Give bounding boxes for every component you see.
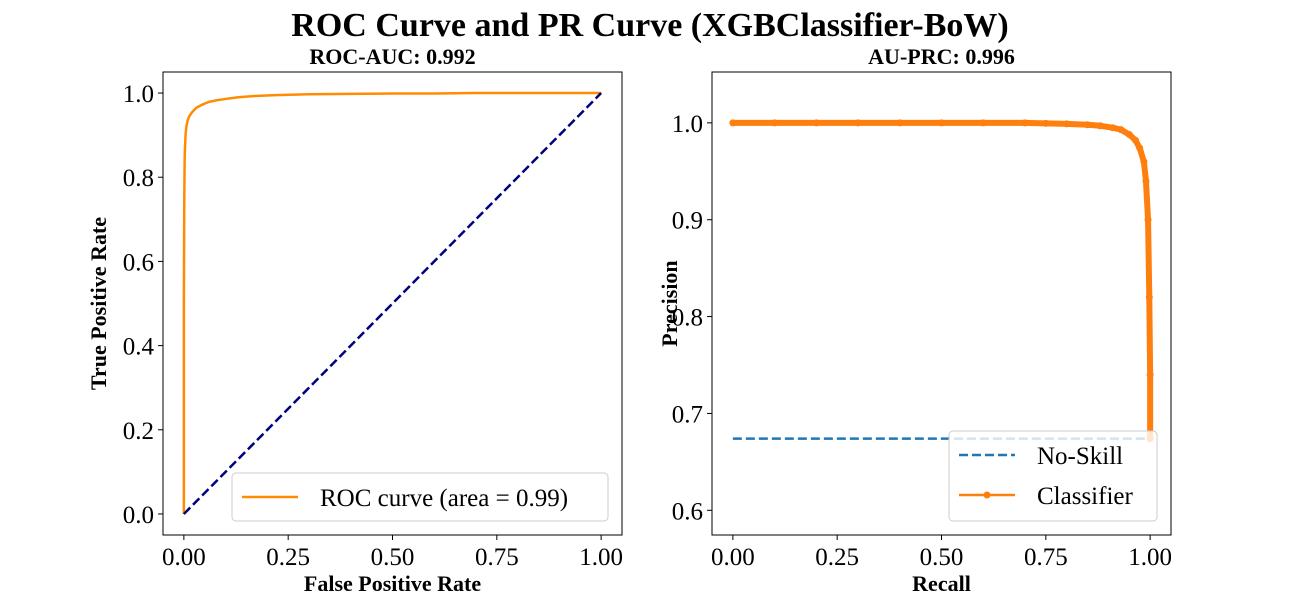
series-point <box>854 119 862 127</box>
legend-label: Classifier <box>1037 483 1133 510</box>
x-tick-label: 0.00 <box>162 544 206 571</box>
series-line-1 <box>182 92 603 515</box>
x-tick-label: 0.00 <box>711 544 755 571</box>
y-tick-label: 0.8 <box>123 165 154 192</box>
series-point <box>938 119 945 127</box>
subplot-title: ROC-AUC: 0.992 <box>309 44 475 69</box>
x-axis-label: False Positive Rate <box>304 571 481 596</box>
series-point <box>1146 371 1154 379</box>
pr-chart: AU-PRC: 0.996 0.00 0.25 0.50 0.75 1.00 0.6 0.7 0… <box>657 44 1172 596</box>
x-tick-label: 0.75 <box>1024 544 1068 571</box>
y-tick-label: 1.0 <box>123 81 154 108</box>
series-point <box>1042 119 1050 127</box>
x-tick-label: 1.00 <box>1128 544 1172 571</box>
series-point <box>1096 122 1104 130</box>
series-point <box>1140 158 1148 166</box>
legend-box <box>948 430 1158 522</box>
y-tick-label: 0.6 <box>672 498 703 525</box>
plot-area <box>729 119 1154 443</box>
x-tick-label: 0.25 <box>266 544 310 571</box>
series-point <box>1125 130 1133 138</box>
plot-area <box>182 91 603 515</box>
series-point <box>729 119 737 127</box>
series-point <box>1144 216 1152 224</box>
legend: ROC curve (area = 0.99) <box>231 472 609 522</box>
legend-label: No-Skill <box>1037 443 1123 470</box>
y-tick-label: 0.6 <box>123 249 154 276</box>
series-point <box>979 119 987 127</box>
y-tick-label: 0.4 <box>123 334 155 361</box>
figure-title: ROC Curve and PR Curve (XGBClassifier-Bo… <box>291 7 1008 44</box>
y-tick-label: 0.8 <box>672 305 703 332</box>
y-tick-label: 1.0 <box>672 111 703 138</box>
series-line-1 <box>732 119 1154 439</box>
series-point <box>1021 119 1029 127</box>
series-point <box>1142 177 1150 185</box>
subplot-title: AU-PRC: 0.996 <box>868 44 1015 69</box>
x-tick-label: 0.50 <box>371 544 415 571</box>
x-tick-label: 0.50 <box>920 544 964 571</box>
series-line-0 <box>182 91 602 514</box>
roc-chart: ROC-AUC: 0.992 0.00 0.25 0.50 0.75 1.00 0.0 0.2… <box>86 44 623 596</box>
y-tick-label: 0.7 <box>672 401 703 428</box>
y-axis-label: True Positive Rate <box>86 217 111 390</box>
x-tick-label: 0.25 <box>815 544 859 571</box>
series-point <box>1145 293 1153 301</box>
legend: No-Skill Classifier <box>948 430 1158 522</box>
series-point <box>1109 124 1117 132</box>
series-point <box>1136 144 1144 152</box>
x-tick-label: 0.75 <box>475 544 519 571</box>
series-point <box>1117 126 1125 134</box>
series-point <box>896 119 904 127</box>
legend-label: ROC curve (area = 0.99) <box>320 485 568 512</box>
x-axis-label: Recall <box>912 571 971 596</box>
legend-marker <box>983 491 991 499</box>
series-point <box>1063 120 1071 128</box>
legend-box <box>231 472 609 522</box>
y-tick-label: 0.9 <box>672 208 703 235</box>
x-tick-label: 1.00 <box>579 544 623 571</box>
y-tick-label: 0.0 <box>123 502 154 529</box>
series-point <box>1132 136 1140 144</box>
series-point <box>771 119 779 127</box>
y-axis-label: Precision <box>657 260 682 346</box>
y-tick-label: 0.2 <box>123 418 154 445</box>
series-point <box>1084 121 1092 129</box>
series-point <box>812 119 820 127</box>
